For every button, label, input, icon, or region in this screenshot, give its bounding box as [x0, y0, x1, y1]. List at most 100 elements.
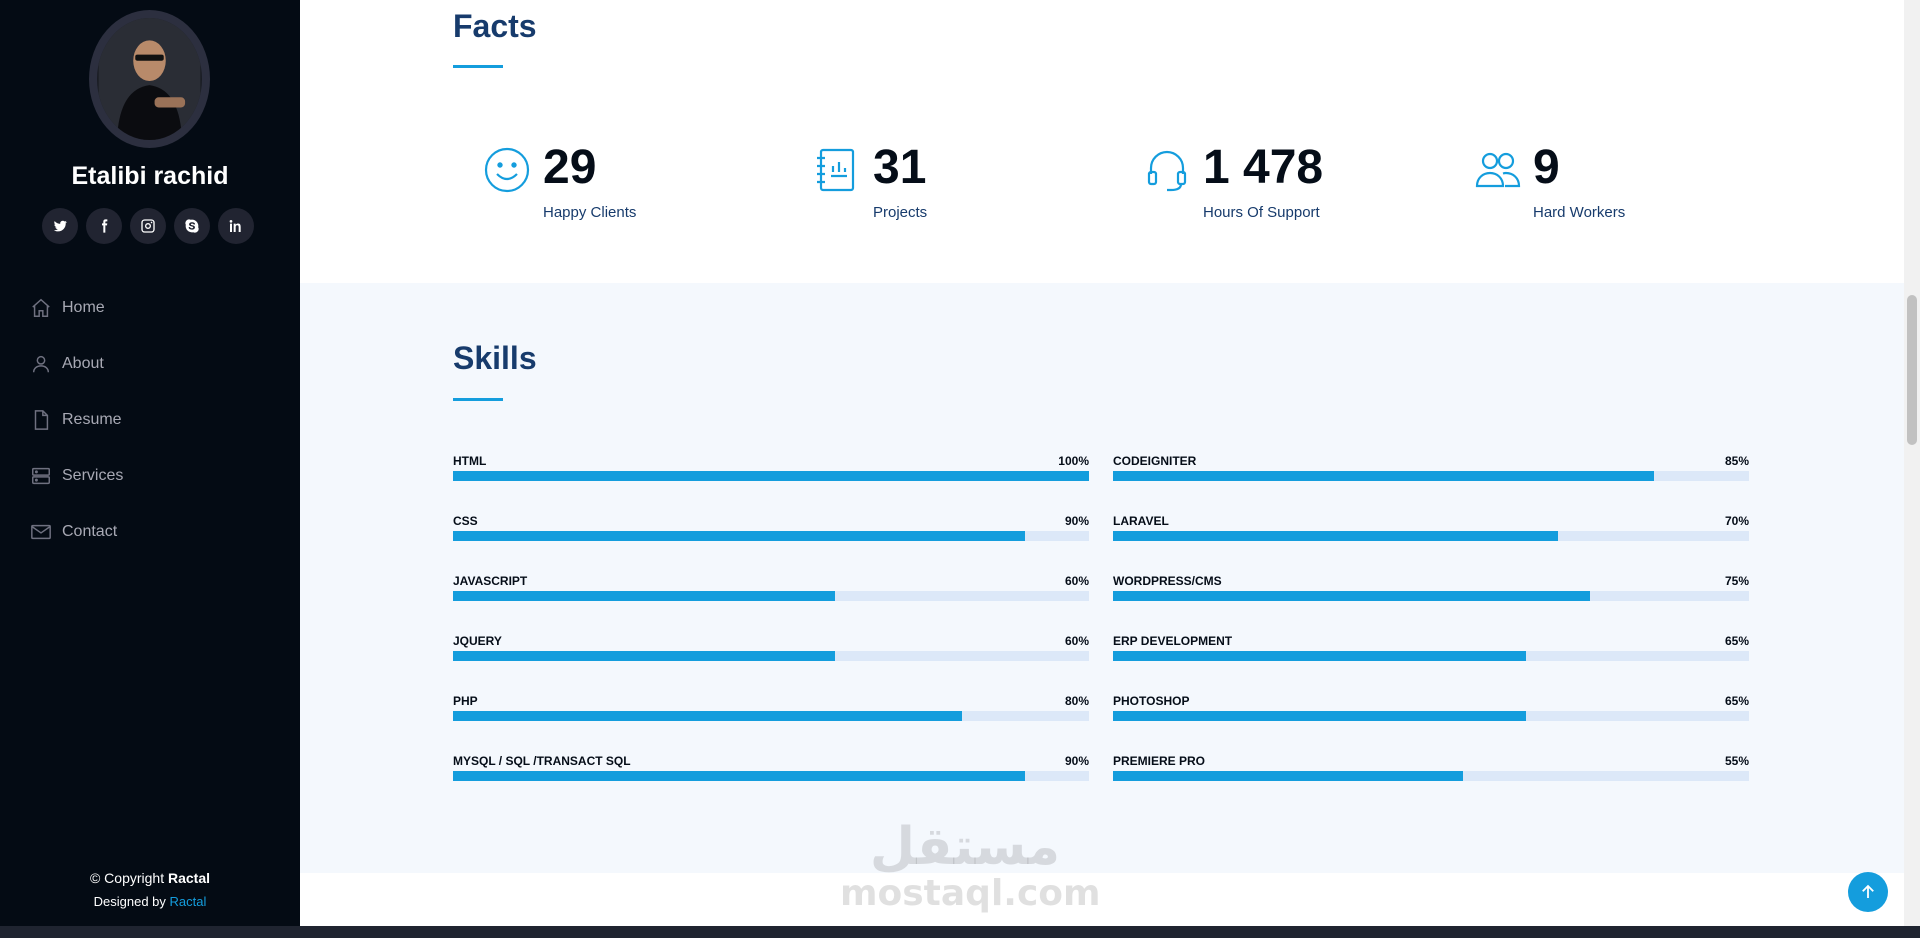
designer-link[interactable]: Ractal	[169, 894, 207, 909]
sidebar: Etalibi rachid Home About Resume	[0, 0, 300, 938]
skill-row: PREMIERE PRO 55%	[1113, 754, 1749, 794]
skill-row: ERP DEVELOPMENT 65%	[1113, 634, 1749, 674]
skill-row: CSS 90%	[453, 514, 1089, 554]
profile-name: Etalibi rachid	[71, 162, 229, 190]
headset-icon	[1143, 146, 1191, 194]
skill-progress-track	[453, 651, 1089, 661]
skill-progress-fill	[453, 711, 962, 721]
watermark-latin: mostaql.com	[840, 873, 1101, 914]
smiley-icon	[483, 146, 531, 194]
page-scrollbar[interactable]	[1904, 0, 1920, 938]
skill-percent: 65%	[1724, 694, 1749, 708]
instagram-link[interactable]	[130, 208, 166, 244]
skill-row: MYSQL / SQL /TRANSACT SQL 90%	[453, 754, 1089, 794]
facebook-link[interactable]	[86, 208, 122, 244]
nav-item-services[interactable]: Services	[30, 448, 123, 504]
scrollbar-thumb[interactable]	[1907, 295, 1917, 445]
copyright-brand: Ractal	[167, 870, 211, 886]
skill-row: HTML 100%	[453, 454, 1089, 494]
skill-percent: 65%	[1724, 634, 1749, 648]
server-icon	[32, 467, 50, 485]
skill-progress-fill	[1113, 651, 1527, 661]
skill-row: PHOTOSHOP 65%	[1113, 694, 1749, 734]
fact-item: 31 Projects	[813, 140, 1113, 240]
skill-progress-fill	[453, 651, 835, 661]
skill-progress-track	[1113, 531, 1749, 541]
skill-progress-fill	[1113, 531, 1559, 541]
nav-item-resume[interactable]: Resume	[30, 392, 123, 448]
nav-item-label: Services	[62, 467, 124, 484]
twitter-icon	[53, 220, 68, 232]
fact-number: 1 478	[1203, 141, 1324, 194]
skills-title: Skills	[453, 340, 537, 376]
back-to-top-button[interactable]	[1848, 872, 1888, 912]
fact-number: 29	[543, 141, 597, 194]
skill-progress-track	[1113, 711, 1749, 721]
fact-label: Happy Clients	[543, 204, 637, 221]
skill-progress-fill	[1113, 471, 1654, 481]
nav-item-about[interactable]: About	[30, 336, 123, 392]
facts-title-underline	[453, 65, 503, 68]
skill-percent: 100%	[1058, 454, 1089, 468]
fact-label: Hard Workers	[1533, 204, 1626, 221]
skills-section: Skills HTML 100% CSS 90% JAVASCRIPT 60% JQUERY…	[300, 283, 1904, 873]
file-icon	[34, 410, 49, 430]
skills-title-underline	[453, 398, 503, 401]
skill-row: JAVASCRIPT 60%	[453, 574, 1089, 614]
skill-name: HTML	[453, 454, 487, 468]
envelope-icon	[31, 524, 51, 540]
main-content: Facts 29 Happy Clients 31 Projects 1 478…	[300, 0, 1904, 938]
skill-progress-track	[453, 771, 1089, 781]
skill-percent: 85%	[1724, 454, 1749, 468]
skill-percent: 80%	[1064, 694, 1089, 708]
copyright-prefix: © Copyright	[89, 870, 168, 886]
linkedin-link[interactable]	[218, 208, 254, 244]
fact-label: Projects	[873, 204, 928, 221]
skill-name: LARAVEL	[1113, 514, 1169, 528]
skill-row: JQUERY 60%	[453, 634, 1089, 674]
skill-progress-track	[1113, 591, 1749, 601]
skill-percent: 60%	[1064, 634, 1089, 648]
avatar	[89, 10, 210, 148]
nav-item-label: Home	[62, 299, 105, 316]
designed-prefix: Designed by	[93, 894, 170, 909]
home-icon	[32, 298, 50, 317]
skill-percent: 60%	[1064, 574, 1089, 588]
skill-progress-fill	[1113, 771, 1463, 781]
skill-progress-track	[1113, 471, 1749, 481]
skill-name: CODEIGNITER	[1113, 454, 1197, 468]
skill-percent: 90%	[1064, 754, 1089, 768]
arrow-up-icon	[1862, 884, 1874, 898]
os-taskbar	[0, 926, 1920, 938]
skill-progress-track	[453, 591, 1089, 601]
skill-progress-fill	[453, 771, 1026, 781]
skill-progress-track	[453, 531, 1089, 541]
nav-item-home[interactable]: Home	[30, 280, 123, 336]
skill-name: PREMIERE PRO	[1113, 754, 1206, 768]
facebook-icon	[102, 219, 108, 233]
skill-progress-fill	[453, 591, 835, 601]
facts-title: Facts	[453, 8, 537, 44]
skill-percent: 55%	[1724, 754, 1749, 768]
skill-progress-fill	[453, 471, 1089, 481]
skype-icon	[185, 219, 199, 233]
skill-name: WORDPRESS/CMS	[1113, 574, 1222, 588]
fact-item: 29 Happy Clients	[483, 140, 783, 240]
nav-item-contact[interactable]: Contact	[30, 504, 123, 560]
people-icon	[1473, 146, 1521, 194]
fact-item: 1 478 Hours Of Support	[1143, 140, 1443, 240]
skill-progress-fill	[1113, 591, 1590, 601]
copyright: © Copyright Ractal	[0, 866, 300, 890]
fact-label: Hours Of Support	[1203, 204, 1320, 221]
skill-name: CSS	[453, 514, 478, 528]
twitter-link[interactable]	[42, 208, 78, 244]
watermark: مستقل mostaql.com	[840, 820, 1101, 914]
instagram-icon	[141, 219, 155, 233]
skill-name: ERP DEVELOPMENT	[1113, 634, 1233, 648]
skype-link[interactable]	[174, 208, 210, 244]
fact-number: 31	[873, 141, 927, 194]
skill-progress-track	[453, 711, 1089, 721]
skill-percent: 70%	[1724, 514, 1749, 528]
skill-name: PHOTOSHOP	[1113, 694, 1190, 708]
skill-progress-track	[453, 471, 1089, 481]
